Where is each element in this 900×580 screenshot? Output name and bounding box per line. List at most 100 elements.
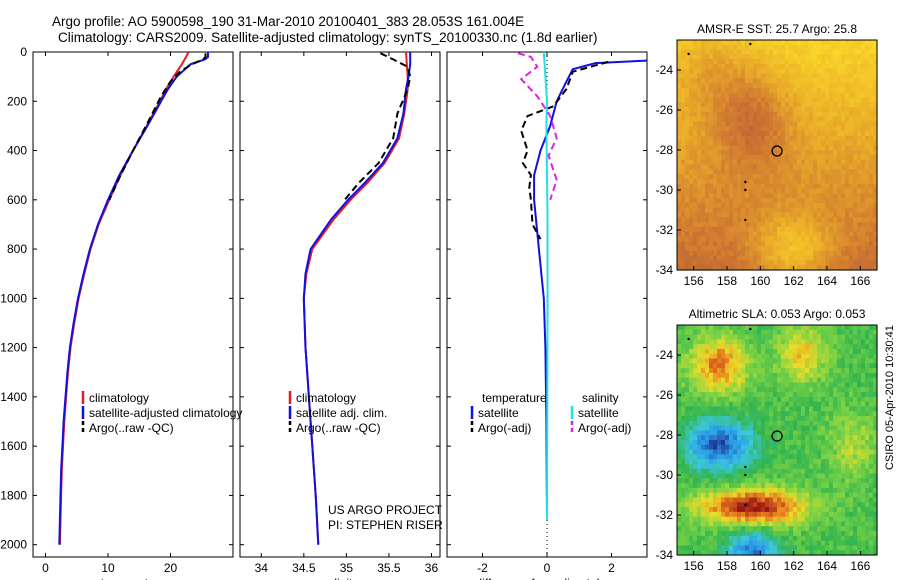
heatmap-cell (801, 334, 806, 340)
heatmap-cell (697, 241, 702, 247)
heatmap-cell (697, 145, 702, 151)
heatmap-cell (697, 231, 702, 238)
heatmap-cell (701, 392, 706, 398)
heatmap-cell (857, 492, 862, 499)
heatmap-cell (825, 188, 830, 194)
heatmap-cell (713, 54, 718, 60)
heatmap-cell (777, 102, 782, 108)
heatmap-cell (693, 226, 698, 233)
heatmap-cell (853, 387, 858, 393)
heatmap-cell (781, 222, 786, 228)
heatmap-cell (825, 198, 830, 204)
heatmap-cell (833, 425, 838, 432)
heatmap-cell (853, 363, 858, 369)
heatmap-cell (869, 222, 874, 228)
heatmap-cell (729, 540, 734, 547)
heatmap-cell (797, 416, 802, 422)
heatmap-cell (697, 473, 702, 479)
heatmap-cell (781, 507, 786, 513)
heatmap-cell (829, 188, 834, 194)
heatmap-cell (677, 87, 682, 94)
heatmap-cell (781, 377, 786, 384)
heatmap-cell (733, 325, 738, 331)
heatmap-cell (757, 377, 762, 384)
heatmap-cell (689, 344, 694, 350)
heatmap-cell (757, 435, 762, 441)
heatmap-cell (685, 59, 690, 65)
heatmap-cell (749, 325, 754, 331)
heatmap-cell (753, 511, 758, 518)
heatmap-cell (785, 492, 790, 499)
heatmap-cell (769, 425, 774, 432)
heatmap-cell (861, 459, 866, 465)
heatmap-cell (745, 116, 750, 123)
heatmap-cell (849, 44, 854, 51)
heatmap-cell (817, 44, 822, 51)
heatmap-cell (737, 222, 742, 228)
heatmap-cell (745, 363, 750, 369)
heatmap-cell (805, 131, 810, 137)
heatmap-cell (741, 255, 746, 262)
heatmap-cell (685, 435, 690, 441)
heatmap-cell (773, 222, 778, 228)
heatmap-cell (685, 40, 690, 46)
heatmap-cell (785, 454, 790, 460)
heatmap-cell (721, 368, 726, 374)
heatmap-cell (693, 420, 698, 427)
heatmap-cell (817, 425, 822, 432)
heatmap-cell (749, 260, 754, 266)
heatmap-cell (865, 164, 870, 170)
heatmap-cell (797, 107, 802, 113)
heatmap-cell (741, 236, 746, 242)
heatmap-cell (833, 202, 838, 209)
heatmap-cell (865, 78, 870, 84)
heatmap-cell (677, 255, 682, 262)
heatmap-cell (681, 497, 686, 503)
heatmap-cell (841, 372, 846, 379)
heatmap-cell (817, 444, 822, 451)
heatmap-cell (853, 159, 858, 166)
heatmap-cell (677, 368, 682, 374)
heatmap-cell (789, 483, 794, 489)
heatmap-cell (849, 392, 854, 398)
heatmap-cell (845, 97, 850, 103)
heatmap-cell (809, 545, 814, 551)
heatmap-cell (833, 174, 838, 180)
heatmap-cell (833, 183, 838, 190)
heatmap-cell (817, 511, 822, 518)
heatmap-cell (821, 406, 826, 412)
heatmap-cell (829, 222, 834, 228)
heatmap-cell (789, 420, 794, 427)
heatmap-cell (833, 44, 838, 51)
heatmap-cell (713, 497, 718, 503)
heatmap-cell (705, 401, 710, 408)
heatmap-cell (737, 430, 742, 436)
heatmap-cell (725, 73, 730, 79)
heatmap-cell (725, 535, 730, 542)
heatmap-cell (845, 440, 850, 446)
heatmap-cell (733, 545, 738, 551)
heatmap-cell (725, 540, 730, 547)
heatmap-cell (849, 135, 854, 142)
plot-frame (32, 51, 234, 558)
heatmap-cell (793, 463, 798, 470)
heatmap-cell (769, 169, 774, 175)
heatmap-cell (681, 155, 686, 161)
heatmap-cell (753, 121, 758, 127)
heatmap-cell (761, 516, 766, 523)
heatmap-cell (725, 49, 730, 55)
heatmap-cell (773, 164, 778, 170)
heatmap-cell (825, 169, 830, 175)
heatmap-cell (685, 483, 690, 489)
heatmap-cell (801, 425, 806, 432)
heatmap-cell (777, 492, 782, 499)
heatmap-cell (733, 468, 738, 475)
heatmap-cell (781, 150, 786, 156)
heatmap-cell (813, 497, 818, 503)
heatmap-cell (805, 73, 810, 79)
heatmap-cell (773, 121, 778, 127)
heatmap-cell (693, 468, 698, 475)
heatmap-cell (701, 540, 706, 547)
heatmap-cell (853, 145, 858, 151)
legend-entry: satellite (578, 406, 619, 420)
